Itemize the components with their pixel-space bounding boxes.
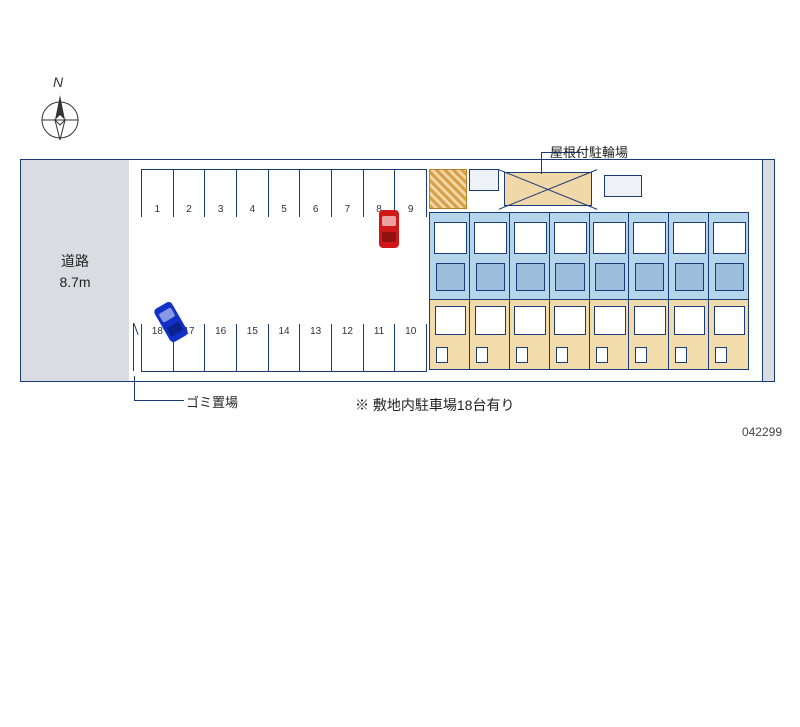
road-label: 道路 [61,251,89,271]
garbage-label: ゴミ置場 [186,392,238,411]
parking-slot-number: 9 [408,204,414,215]
parking-slot-number: 14 [278,326,289,337]
building-unit [590,213,630,369]
garbage-corner [133,323,143,371]
parking-slot-number: 10 [405,326,416,337]
parking-slot-number: 4 [250,204,256,215]
parking-slot: 3 [205,170,237,217]
entrance-hatch [429,169,467,209]
unit-lower [470,300,509,369]
unit-upper [629,213,668,300]
parking-slot-number: 5 [281,204,287,215]
unit-upper [430,213,469,300]
parking-slot: 12 [332,324,364,371]
building-unit [629,213,669,369]
utility-box-1 [469,169,499,191]
unit-lower [629,300,668,369]
parking-slot: 9 [395,170,426,217]
building [429,212,749,370]
site-inner: 123456789 181716151413121110 [129,160,774,381]
building-unit [430,213,470,369]
building-unit [470,213,510,369]
site-right-strip [762,160,774,381]
parking-slot: 11 [364,324,396,371]
unit-upper [709,213,748,300]
parking-slot: 10 [395,324,426,371]
unit-upper [669,213,708,300]
parking-slot-number: 12 [342,326,353,337]
parking-slot: 16 [205,324,237,371]
parking-slot-number: 15 [247,326,258,337]
utility-box-2 [604,175,642,197]
parking-slot: 6 [300,170,332,217]
car-red-icon [379,210,399,248]
parking-slot: 15 [237,324,269,371]
parking-slot-number: 16 [215,326,226,337]
parking-slot: 2 [174,170,206,217]
unit-upper [470,213,509,300]
building-unit [510,213,550,369]
compass-icon [35,92,85,142]
parking-slot-number: 11 [374,326,384,337]
unit-upper [590,213,629,300]
unit-lower [550,300,589,369]
leader-line [541,152,542,174]
parking-slot: 5 [269,170,301,217]
bike-shelter-label: 屋根付駐輪場 [550,142,628,161]
parking-slot-number: 3 [218,204,224,215]
leader-line [134,400,184,401]
parking-slot-number: 18 [152,326,163,337]
parking-slot-number: 1 [155,204,161,215]
parking-slot-number: 2 [186,204,192,215]
compass-north-label: N [53,74,63,90]
unit-upper [510,213,549,300]
site-plan: 道路 8.7m 123456789 181716151413121110 [20,159,775,382]
unit-upper [550,213,589,300]
unit-lower [590,300,629,369]
plan-id: 042299 [742,425,782,439]
building-unit [550,213,590,369]
unit-lower [669,300,708,369]
parking-slot-number: 6 [313,204,319,215]
road-width: 8.7m [59,274,90,290]
compass: N [35,92,85,142]
leader-line [134,376,135,400]
road-block: 道路 8.7m [21,160,129,381]
unit-lower [709,300,748,369]
parking-slot: 14 [269,324,301,371]
bicycle-shelter [504,172,592,206]
parking-slot-number: 7 [345,204,351,215]
unit-lower [430,300,469,369]
parking-slot: 1 [142,170,174,217]
parking-slot: 7 [332,170,364,217]
building-unit [709,213,748,369]
unit-lower [510,300,549,369]
parking-note: ※ 敷地内駐車場18台有り [355,395,514,415]
parking-slot: 4 [237,170,269,217]
building-unit [669,213,709,369]
parking-slot: 13 [300,324,332,371]
parking-slot-number: 13 [310,326,321,337]
